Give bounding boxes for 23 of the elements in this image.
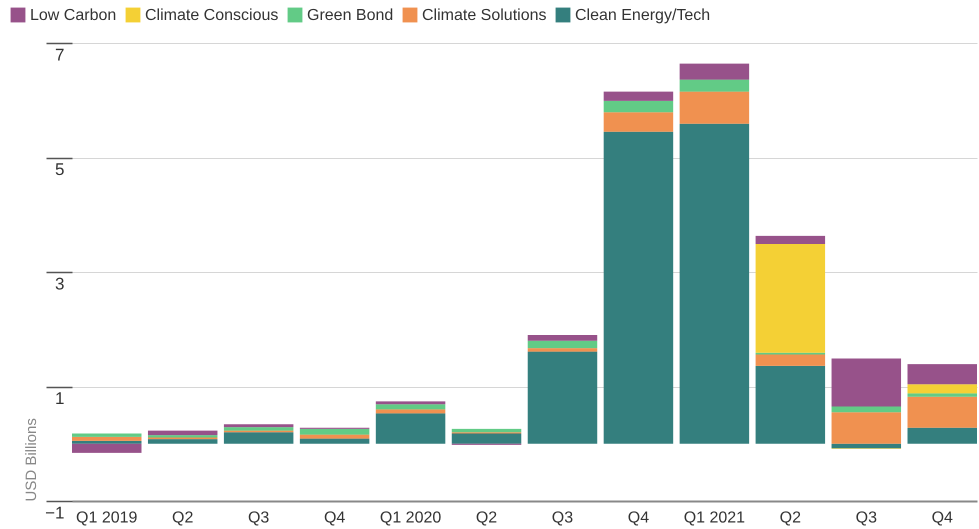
y-tick-label: 5 [55, 160, 64, 179]
x-tick-label: Q3 [248, 510, 270, 526]
legend-label: Clean Energy/Tech [575, 7, 710, 24]
legend-label: Green Bond [307, 7, 394, 24]
legend-label: Climate Conscious [145, 7, 278, 24]
y-tick-label: 1 [55, 389, 64, 408]
legend-label: Climate Solutions [422, 7, 546, 24]
x-tick-label: Q1 2020 [380, 510, 442, 526]
x-tick-label: Q4 [324, 510, 346, 526]
y-tick-label: 3 [55, 274, 64, 294]
y-axis-title: USD Billions [23, 418, 40, 502]
x-tick-label: Q4 [932, 510, 954, 526]
y-tick-label: −1 [45, 504, 64, 522]
x-tick-label: Q3 [856, 510, 878, 526]
x-tick-label: Q1 2021 [684, 510, 746, 526]
x-tick-label: Q2 [172, 510, 194, 526]
y-tick-label: 7 [55, 46, 64, 64]
legend-label: Low Carbon [30, 7, 116, 24]
x-tick-label: Q2 [780, 510, 802, 526]
x-tick-label: Q1 2019 [76, 510, 138, 526]
x-tick-label: Q2 [476, 510, 498, 526]
x-tick-label: Q3 [552, 510, 574, 526]
x-tick-label: Q4 [628, 510, 650, 526]
